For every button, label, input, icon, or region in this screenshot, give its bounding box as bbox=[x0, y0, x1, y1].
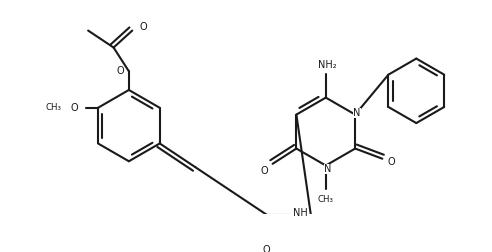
Text: O: O bbox=[139, 22, 147, 32]
Text: CH₃: CH₃ bbox=[46, 103, 62, 112]
Text: O: O bbox=[116, 66, 124, 76]
Text: O: O bbox=[260, 166, 268, 176]
Text: CH₃: CH₃ bbox=[318, 195, 334, 204]
Text: O: O bbox=[70, 103, 78, 113]
Text: O: O bbox=[387, 157, 395, 167]
Text: O: O bbox=[263, 245, 271, 252]
Text: NH₂: NH₂ bbox=[318, 60, 337, 70]
Text: N: N bbox=[324, 164, 331, 174]
Text: N: N bbox=[353, 108, 361, 118]
Text: NH: NH bbox=[293, 208, 308, 218]
